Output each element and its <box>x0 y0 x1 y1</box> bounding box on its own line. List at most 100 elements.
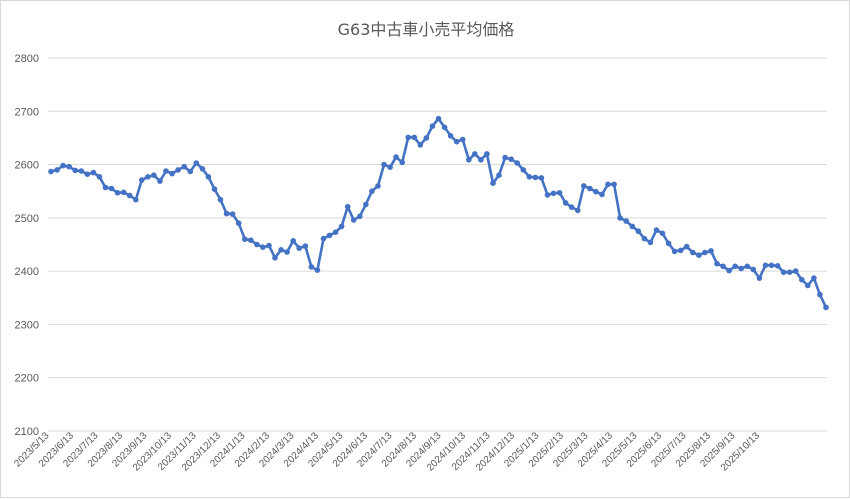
data-point <box>466 157 472 163</box>
data-point <box>593 188 599 195</box>
data-point <box>575 207 581 214</box>
data-point <box>66 163 72 170</box>
y-tick-label: 2500 <box>15 213 39 225</box>
data-point <box>254 241 260 248</box>
data-point <box>429 123 436 129</box>
data-point <box>799 276 805 283</box>
data-point <box>526 174 533 180</box>
data-point <box>671 248 678 255</box>
data-point <box>399 159 406 166</box>
data-point <box>78 168 85 174</box>
data-point <box>805 282 811 289</box>
data-point <box>102 184 109 191</box>
data-point <box>623 218 629 224</box>
data-point <box>441 124 448 131</box>
data-point <box>181 163 187 170</box>
data-point <box>235 220 242 226</box>
data-point <box>484 151 490 157</box>
data-point <box>811 275 817 281</box>
data-point <box>605 181 611 188</box>
data-point <box>459 136 466 143</box>
y-tick-label: 2800 <box>15 53 39 65</box>
data-point <box>54 167 60 173</box>
data-point <box>490 180 496 186</box>
data-point <box>175 167 181 173</box>
series-line <box>50 117 828 308</box>
data-point <box>284 249 290 255</box>
data-point <box>659 230 666 237</box>
data-point <box>296 245 303 251</box>
y-tick-label: 2600 <box>15 160 39 172</box>
data-point <box>562 200 569 206</box>
data-point <box>72 167 78 174</box>
data-point <box>423 135 430 141</box>
data-point <box>133 196 139 203</box>
data-point <box>332 229 339 235</box>
data-point <box>211 186 218 192</box>
data-point <box>302 243 309 249</box>
data-point <box>357 213 363 220</box>
data-point <box>478 157 484 163</box>
data-point <box>417 142 424 148</box>
data-point <box>587 185 593 192</box>
data-point <box>617 215 623 221</box>
data-point <box>266 242 272 249</box>
data-point <box>217 196 224 203</box>
data-point <box>641 235 648 242</box>
data-point <box>338 223 345 230</box>
data-point <box>726 267 732 274</box>
data-point <box>599 191 605 198</box>
data-point <box>187 168 194 175</box>
data-point <box>139 177 145 183</box>
data-point <box>665 240 672 247</box>
data-point <box>381 161 387 168</box>
data-point <box>744 263 751 270</box>
data-point <box>369 188 375 194</box>
data-point <box>714 260 720 267</box>
data-point <box>635 228 642 234</box>
data-point <box>344 203 351 210</box>
data-point <box>786 269 793 276</box>
data-point <box>756 275 763 281</box>
data-point <box>145 174 151 180</box>
data-point <box>326 232 333 239</box>
data-point <box>163 168 169 174</box>
data-point <box>502 154 508 161</box>
data-point <box>278 247 284 253</box>
data-point <box>84 171 91 177</box>
y-tick-label: 2700 <box>15 106 39 118</box>
data-point <box>774 263 781 269</box>
data-point <box>126 192 133 199</box>
data-point <box>453 138 460 145</box>
data-point <box>60 162 66 169</box>
data-point <box>199 166 206 172</box>
data-point <box>96 174 103 180</box>
y-axis-ticks: 2100 2200 2300 2400 2500 2600 2700 2800 <box>15 53 39 438</box>
data-point <box>229 211 236 217</box>
data-point <box>248 237 254 243</box>
data-point <box>556 190 563 196</box>
data-point <box>157 178 163 184</box>
data-point <box>762 262 769 269</box>
data-point <box>193 160 200 166</box>
data-point <box>120 189 127 196</box>
data-point <box>702 249 708 256</box>
data-point <box>508 156 514 162</box>
data-point <box>520 167 527 173</box>
data-point <box>435 115 442 122</box>
data-point <box>242 236 248 242</box>
data-point <box>205 174 212 180</box>
data-point <box>496 172 502 178</box>
data-point <box>514 160 520 166</box>
y-tick-label: 2100 <box>15 426 39 438</box>
data-point <box>780 269 787 276</box>
data-point <box>411 134 418 141</box>
data-point <box>538 175 545 181</box>
data-point <box>683 243 690 250</box>
data-point <box>151 172 157 178</box>
data-point <box>48 168 54 175</box>
data-point <box>290 238 297 244</box>
data-point <box>696 252 702 258</box>
